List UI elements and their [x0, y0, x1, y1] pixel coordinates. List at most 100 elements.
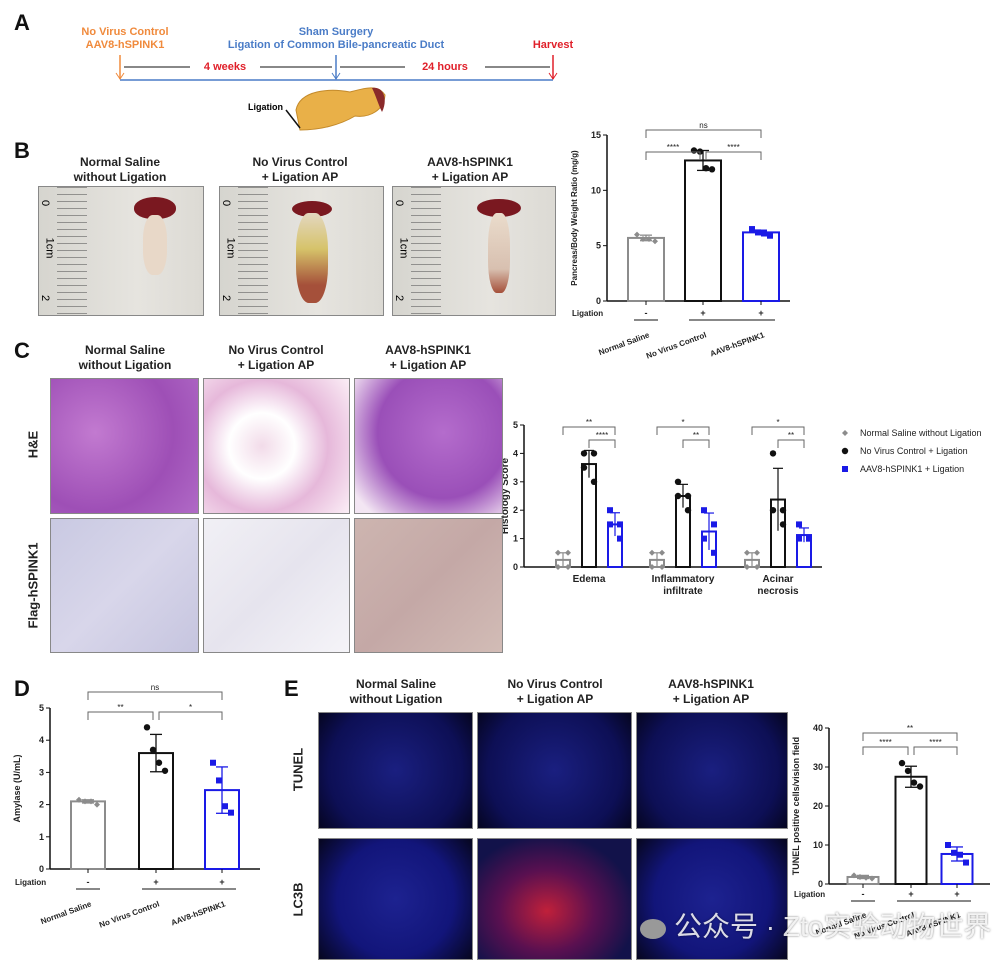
watermark: 公众号 · Zto实验动物世界	[640, 905, 991, 945]
data-point-square	[701, 535, 707, 542]
data-point-square	[796, 535, 802, 542]
y-tick-label: 30	[813, 762, 823, 772]
title-line: No Virus Control	[252, 155, 348, 169]
b-title-normal-saline: Normal Saline without Ligation	[55, 155, 185, 185]
pancreas-photo-no-virus: 0 1cm 2	[219, 186, 384, 316]
ruler-2: 2	[39, 294, 52, 302]
y-tick-label: 1	[513, 534, 518, 544]
bar-group	[580, 449, 598, 568]
data-point-diamond	[76, 796, 82, 803]
bar-group-0	[627, 231, 665, 302]
data-point-square	[228, 809, 234, 816]
data-point-circle	[149, 746, 157, 754]
y-tick-label: 5	[596, 241, 601, 251]
y-axis-label: Histology Score	[500, 458, 511, 535]
timeline-mid-line2: Ligation of Common Bile-pancreatic Duct	[227, 39, 445, 51]
legend-entry: No Virus Control + Ligation	[860, 446, 968, 456]
ligation-sign: +	[908, 889, 913, 899]
y-tick-label: 4	[513, 448, 518, 458]
ligation-sign: +	[758, 308, 763, 318]
y-tick-label: 2	[513, 505, 518, 515]
category-label: Normal Saline	[597, 330, 651, 357]
data-point-circle	[702, 165, 710, 172]
timeline-start-label: No Virus Control AAV8-hSPINK1	[65, 26, 185, 52]
data-point-square	[749, 226, 755, 233]
significance-bracket	[87, 711, 154, 720]
y-axis-label: TUNEL positive cells/vision field	[791, 737, 801, 875]
y-tick-label: 15	[591, 130, 601, 140]
significance-label: **	[693, 431, 699, 440]
b-title-aav8: AAV8-hSPINK1 + Ligation AP	[405, 155, 535, 185]
title-line: Normal Saline	[355, 677, 437, 691]
interval-4-weeks: 4 weeks	[190, 61, 260, 74]
category-label: Edema	[573, 574, 606, 585]
chart-b: 0 5 10 15 Pancreas/Body Weight Ratio (mg/g) -…	[570, 121, 790, 361]
y-tick-label: 5	[39, 703, 44, 713]
ruler-0: 0	[393, 199, 406, 207]
significance-label: **	[788, 431, 794, 440]
data-point-circle	[916, 783, 924, 790]
significance-label: ns	[151, 683, 159, 692]
c-title-no-virus: No Virus Control + Ligation AP	[211, 343, 341, 373]
legend-entry: AAV8-hSPINK1 + Ligation	[860, 464, 964, 474]
ihc-image-aav8	[354, 518, 503, 653]
bar	[70, 800, 106, 871]
data-point-square	[617, 521, 623, 528]
significance-bracket	[562, 426, 616, 435]
data-point-circle	[769, 450, 777, 457]
significance-bracket	[656, 426, 710, 435]
data-point-diamond	[634, 231, 640, 238]
data-point-diamond	[652, 238, 658, 245]
bar-group-1	[894, 759, 928, 885]
bar-group	[744, 549, 760, 570]
data-point-diamond	[744, 549, 750, 556]
data-point-square	[711, 549, 717, 556]
data-point-circle	[779, 507, 787, 514]
timeline-end-label: Harvest	[532, 39, 574, 51]
y-axis-label: Amylase (U/mL)	[12, 754, 22, 822]
pancreas-illustration	[295, 87, 386, 131]
he-image-aav8	[354, 378, 503, 514]
ihc-image-no-virus	[203, 518, 350, 653]
data-point-square	[607, 521, 613, 528]
lc3b-image-aav8	[636, 838, 788, 960]
bar-group	[674, 478, 692, 568]
y-tick-label: 0	[596, 296, 601, 306]
data-point-circle	[580, 464, 588, 471]
category-label: Acinar	[762, 574, 793, 585]
significance-label: ****	[667, 143, 679, 152]
data-point-circle	[580, 450, 588, 457]
lc3b-image-normal-saline	[318, 838, 473, 960]
data-point-diamond	[754, 564, 760, 570]
significance-label: ****	[727, 143, 739, 152]
significance-label: **	[586, 418, 592, 427]
bar	[894, 775, 928, 885]
data-point-diamond	[842, 430, 848, 436]
significance-bracket	[913, 746, 958, 755]
c-title-normal-saline: Normal Saline without Ligation	[60, 343, 190, 373]
ihc-image-normal-saline	[50, 518, 199, 653]
ligation-pointer	[285, 109, 301, 129]
bar	[627, 236, 665, 302]
significance-label: *	[189, 703, 192, 712]
data-point-circle	[841, 447, 849, 455]
legend-entry: Normal Saline without Ligation	[860, 428, 982, 438]
data-point-circle	[690, 147, 698, 154]
wechat-icon	[640, 918, 666, 939]
end-arrowhead-icon	[548, 72, 558, 80]
data-point-diamond	[640, 236, 646, 243]
data-point-square	[711, 521, 717, 528]
bar-group	[607, 507, 623, 569]
data-point-diamond	[754, 549, 760, 556]
b-title-no-virus: No Virus Control + Ligation AP	[235, 155, 365, 185]
data-point-circle	[684, 492, 692, 500]
ligation-label: Ligation	[794, 890, 825, 899]
significance-bracket	[705, 151, 762, 160]
category-label: Normal Saline	[39, 899, 93, 926]
y-tick-label: 3	[513, 477, 518, 487]
category-label: No Virus Control	[98, 899, 161, 929]
spleen-illustration	[372, 87, 385, 112]
ligation-label: Ligation	[572, 309, 603, 318]
spleen	[134, 197, 176, 219]
